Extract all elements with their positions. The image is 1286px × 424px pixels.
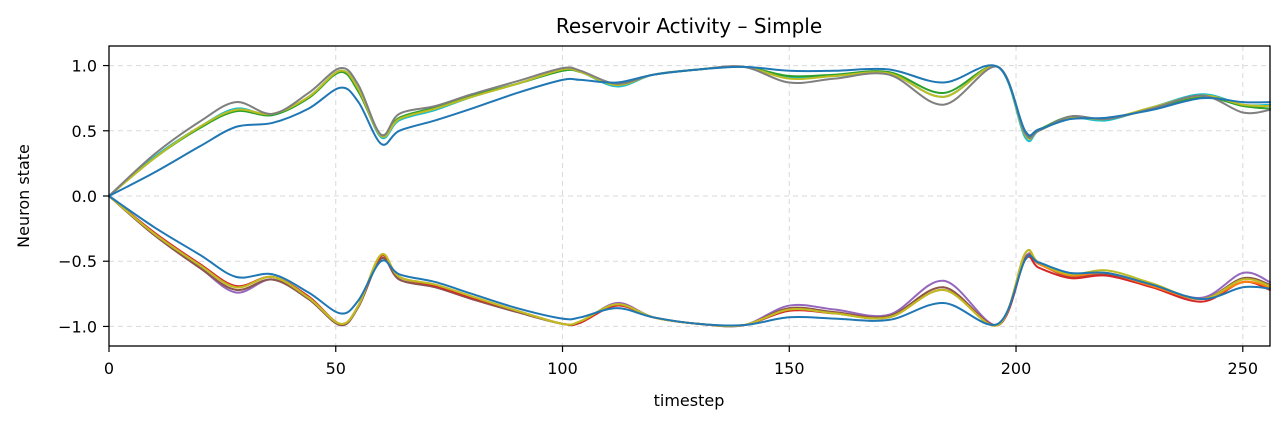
x-axis-label: timestep: [654, 391, 725, 410]
x-tick-label: 50: [326, 359, 346, 378]
chart-title: Reservoir Activity – Simple: [556, 14, 822, 38]
grid-lines: [108, 46, 1270, 346]
series-line-4: [108, 64, 1271, 197]
x-tick-label: 250: [1228, 359, 1259, 378]
y-tick-label: 0.5: [72, 122, 97, 141]
y-axis-label: Neuron state: [14, 144, 33, 248]
y-axis-ticks: −1.0 −0.5 0.0 0.5 1.0: [58, 57, 109, 336]
x-tick-label: 200: [1001, 359, 1032, 378]
y-tick-label: 0.0: [72, 187, 97, 206]
y-tick-label: −1.0: [58, 317, 97, 336]
x-axis-ticks: 0 50 100 150 200 250: [104, 346, 1258, 378]
series-lines: [108, 64, 1271, 328]
x-tick-label: 0: [104, 359, 114, 378]
x-tick-label: 100: [547, 359, 578, 378]
y-tick-label: 1.0: [72, 57, 97, 76]
series-line-10: [108, 195, 1271, 327]
x-tick-label: 150: [774, 359, 805, 378]
y-tick-label: −0.5: [58, 252, 97, 271]
